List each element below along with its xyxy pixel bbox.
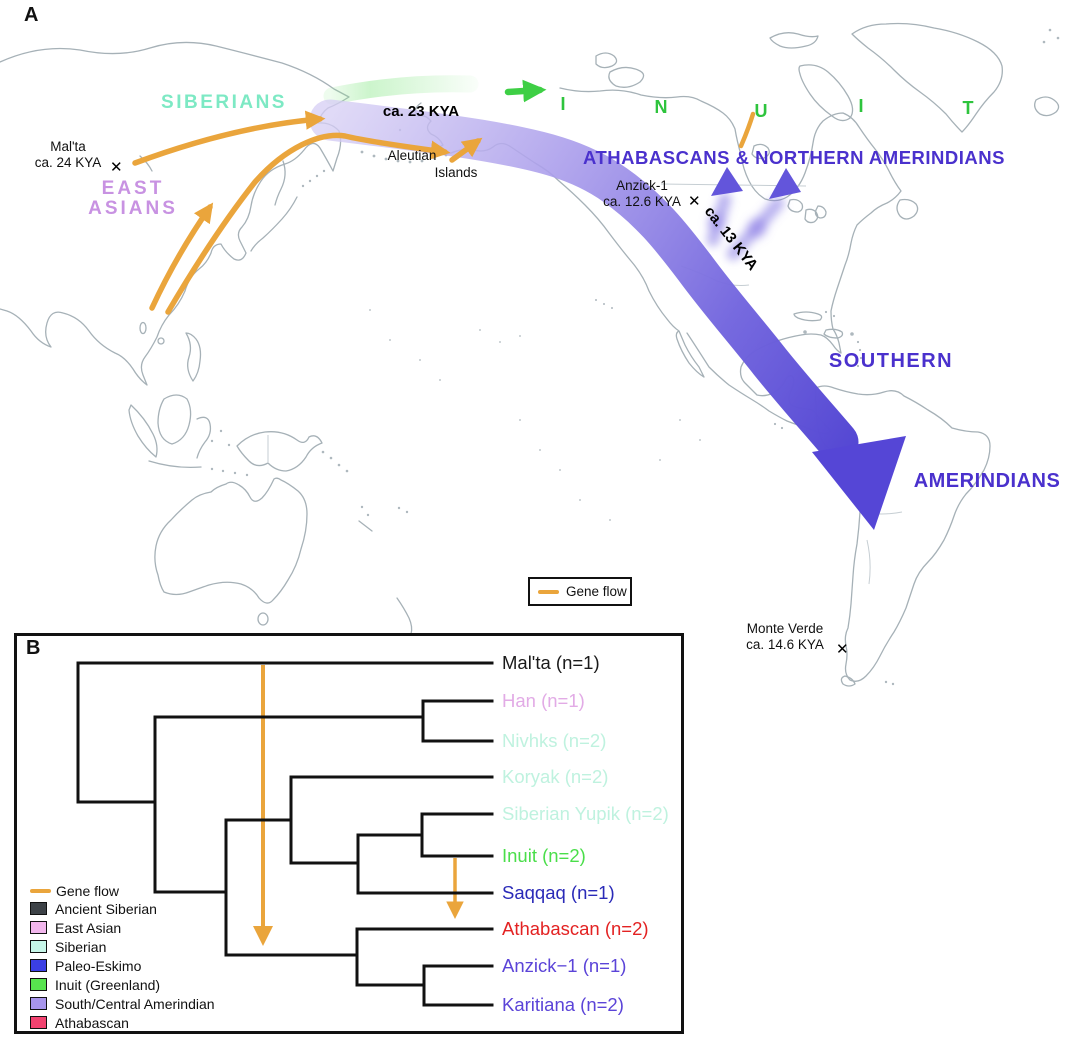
site-label-anzick: Anzick-1 ca. 12.6 KYA: [593, 178, 691, 210]
color-swatch: [30, 921, 47, 934]
color-swatch: [30, 940, 47, 953]
gene-flow-legend-label: Gene flow: [566, 584, 627, 599]
region-label-east-asians: EAST ASIANS: [88, 179, 178, 219]
color-swatch: [30, 1016, 47, 1029]
tree-tip-han: Han (n=1): [502, 690, 585, 711]
gene-flow-arrows-map: [132, 110, 756, 315]
site-date: ca. 24 KYA: [34, 155, 102, 170]
east-asia-short-arrow: [149, 202, 214, 311]
inuit-letter-i1: I: [560, 94, 566, 114]
site-date: ca. 12.6 KYA: [603, 194, 681, 209]
color-swatch: [30, 902, 47, 915]
tree-tip-nivhks: Nivhks (n=2): [502, 730, 607, 751]
inuit-migration-band: [323, 75, 479, 105]
legend-row-ancient-siberian: Ancient Siberian: [30, 900, 157, 917]
tree-tip-siberian-yupik: Siberian Yupik (n=2): [502, 803, 669, 824]
inuit-letter-n: N: [654, 97, 668, 117]
inuit-athabascan-geneflow-line: [738, 111, 756, 149]
color-swatch: [30, 997, 47, 1010]
inuit-letter-u: U: [754, 101, 768, 121]
site-date: ca. 14.6 KYA: [746, 637, 824, 652]
tree-tip-inuit: Inuit (n=2): [502, 845, 586, 866]
map-legend-gene-flow: Gene flow: [528, 577, 632, 606]
legend-label: Siberian: [55, 938, 107, 955]
malta-to-beringia-arrow: [132, 110, 326, 166]
east-asians-line2: ASIANS: [88, 198, 178, 219]
region-label-southern: SOUTHERN: [828, 350, 954, 372]
place-label-aleutian: Aleutian: [387, 148, 437, 163]
tree-tip-karitiana: Karitiana (n=2): [502, 994, 624, 1015]
inuit-arrow: [504, 79, 547, 103]
back-migration-arrows: [706, 167, 801, 261]
color-swatch: [30, 978, 47, 991]
legend-label: Paleo-Eskimo: [55, 957, 142, 974]
inuit-letter-i2: I: [858, 96, 864, 116]
legend-label: South/Central Amerindian: [55, 995, 215, 1012]
legend-row-south-central-amerindian: South/Central Amerindian: [30, 995, 215, 1012]
route-label-beringia-date: ca. 23 KYA: [382, 103, 460, 120]
panel-b-label: B: [26, 637, 41, 659]
panel-a-label: A: [24, 4, 39, 26]
legend-row-paleo-eskimo: Paleo-Eskimo: [30, 957, 141, 974]
tree-tip-anzick-1: Anzick−1 (n=1): [502, 955, 627, 976]
legend-label: East Asian: [55, 919, 122, 936]
legend-row-east-asian: East Asian: [30, 919, 121, 936]
legend-label: Ancient Siberian: [55, 900, 157, 917]
gene-flow-line-icon: [30, 888, 51, 893]
site-label-monte-verde: Monte Verde ca. 14.6 KYA: [735, 621, 835, 653]
region-label-athabascans-northern: ATHABASCANS & NORTHERN AMERINDIANS: [583, 147, 1005, 168]
east-asians-line1: EAST: [101, 178, 165, 199]
tree-tip-athabascan: Athabascan (n=2): [502, 918, 649, 939]
x-marker-malta: ✕: [110, 159, 123, 176]
region-label-siberians: SIBERIANS: [161, 92, 287, 113]
x-marker-monte-verde: ✕: [836, 641, 849, 658]
tree-tip-koryak: Koryak (n=2): [502, 766, 609, 787]
legend-row-athabascan: Athabascan: [30, 1014, 129, 1031]
x-marker-anzick: ✕: [688, 193, 701, 210]
legend-label: Athabascan: [55, 1014, 129, 1031]
inuit-letter-t: T: [962, 98, 974, 118]
site-name: Monte Verde: [746, 621, 824, 636]
site-name: Mal'ta: [50, 139, 86, 154]
legend-row-gene-flow: Gene flow: [30, 882, 119, 899]
site-name: Anzick-1: [616, 178, 668, 193]
tree-tip-malta: Mal'ta (n=1): [502, 652, 600, 673]
legend-row-inuit-greenland: Inuit (Greenland): [30, 976, 160, 993]
legend-row-siberian: Siberian: [30, 938, 106, 955]
region-label-amerindians: AMERINDIANS: [913, 470, 1061, 492]
legend-label: Gene flow: [56, 882, 120, 899]
color-swatch: [30, 959, 47, 972]
site-label-malta: Mal'ta ca. 24 KYA: [20, 139, 116, 171]
legend-label: Inuit (Greenland): [55, 976, 161, 993]
aleutian-arrow: [449, 137, 483, 163]
tree-tip-saqqaq: Saqqaq (n=1): [502, 882, 615, 903]
route-label-corridor-date: ca. 13 KYA: [700, 203, 762, 274]
amerindian-band-arrowhead: [812, 436, 906, 530]
gene-flow-line-icon: [538, 589, 559, 594]
place-label-islands: Islands: [434, 165, 478, 180]
